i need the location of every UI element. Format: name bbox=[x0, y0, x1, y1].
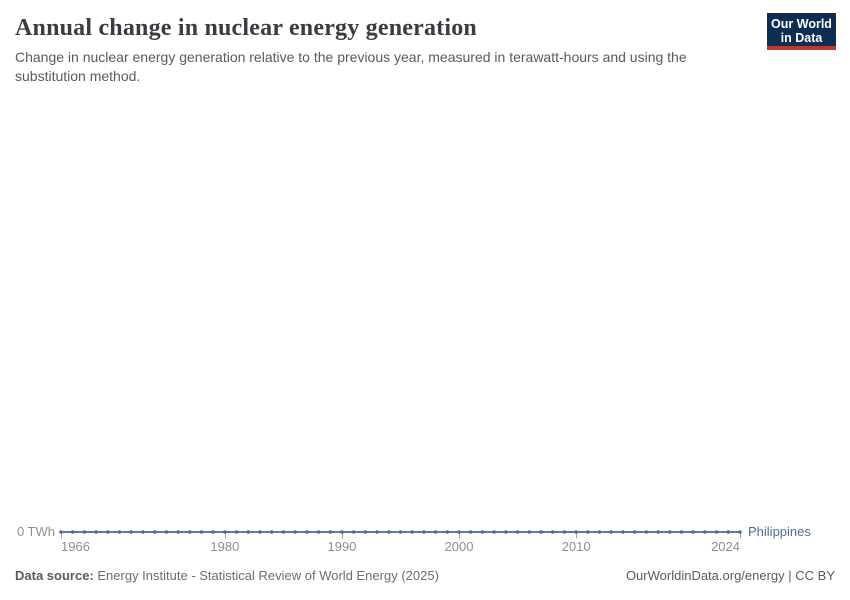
data-point-marker[interactable] bbox=[375, 530, 379, 534]
data-point-marker[interactable] bbox=[597, 530, 602, 534]
data-point-marker[interactable] bbox=[340, 530, 344, 534]
data-point-marker[interactable] bbox=[644, 530, 648, 534]
data-point-marker[interactable] bbox=[270, 530, 274, 534]
chart-header: Annual change in nuclear energy generati… bbox=[15, 14, 750, 86]
data-point-marker[interactable] bbox=[527, 530, 531, 534]
data-point-marker[interactable] bbox=[117, 530, 122, 534]
data-point-marker[interactable] bbox=[703, 530, 707, 534]
x-axis-tick-label-1966: 1966 bbox=[61, 539, 90, 554]
data-source-label: Data source: bbox=[15, 568, 94, 583]
data-point-marker[interactable] bbox=[586, 530, 590, 534]
data-point-marker[interactable] bbox=[609, 530, 613, 534]
x-axis-tick-label-2000: 2000 bbox=[444, 539, 474, 554]
x-axis-tick-label-1990: 1990 bbox=[327, 539, 357, 554]
x-axis-tick-label-1980: 1980 bbox=[210, 539, 240, 554]
data-point-marker[interactable] bbox=[211, 530, 215, 534]
data-point-marker[interactable] bbox=[480, 530, 485, 534]
data-point-marker[interactable] bbox=[153, 530, 157, 534]
x-axis-tick-label-2024: 2024 bbox=[711, 539, 740, 554]
series-label-philippines[interactable]: Philippines bbox=[748, 524, 811, 539]
data-point-marker[interactable] bbox=[433, 530, 438, 534]
data-point-marker[interactable] bbox=[199, 530, 204, 534]
data-point-marker[interactable] bbox=[469, 530, 473, 534]
chart-footer: Data source: Energy Institute - Statisti… bbox=[15, 568, 835, 584]
x-axis-tick-label-2010: 2010 bbox=[561, 539, 591, 554]
data-point-marker[interactable] bbox=[387, 530, 391, 534]
data-point-marker[interactable] bbox=[246, 530, 250, 534]
y-axis-zero-label: 0 TWh bbox=[16, 524, 55, 539]
data-point-marker[interactable] bbox=[574, 530, 578, 534]
data-point-marker[interactable] bbox=[82, 530, 87, 534]
data-point-marker[interactable] bbox=[504, 530, 508, 534]
data-point-marker[interactable] bbox=[691, 530, 695, 534]
data-point-marker[interactable] bbox=[679, 530, 684, 534]
data-point-marker[interactable] bbox=[293, 530, 297, 534]
data-point-marker[interactable] bbox=[94, 530, 98, 534]
data-point-marker[interactable] bbox=[141, 530, 145, 534]
data-point-marker[interactable] bbox=[632, 530, 637, 534]
data-point-marker[interactable] bbox=[164, 530, 169, 534]
data-point-marker[interactable] bbox=[515, 530, 520, 534]
data-point-marker[interactable] bbox=[492, 530, 496, 534]
data-point-marker[interactable] bbox=[71, 530, 75, 534]
data-point-marker[interactable] bbox=[363, 530, 368, 534]
data-point-marker[interactable] bbox=[726, 530, 730, 534]
data-point-marker[interactable] bbox=[305, 530, 309, 534]
data-point-marker[interactable] bbox=[551, 530, 555, 534]
data-point-marker[interactable] bbox=[234, 530, 239, 534]
data-point-marker[interactable] bbox=[316, 530, 321, 534]
data-point-marker[interactable] bbox=[621, 530, 625, 534]
data-point-marker[interactable] bbox=[457, 530, 461, 534]
data-source-line: Data source: Energy Institute - Statisti… bbox=[15, 568, 439, 584]
data-point-marker[interactable] bbox=[539, 530, 543, 534]
data-point-marker[interactable] bbox=[398, 530, 403, 534]
data-point-marker[interactable] bbox=[328, 530, 332, 534]
data-point-marker[interactable] bbox=[188, 530, 192, 534]
data-point-marker[interactable] bbox=[562, 530, 567, 534]
data-point-marker[interactable] bbox=[668, 530, 672, 534]
data-source-text: Energy Institute - Statistical Review of… bbox=[97, 568, 439, 583]
data-point-marker[interactable] bbox=[106, 530, 110, 534]
data-point-marker[interactable] bbox=[258, 530, 262, 534]
owid-logo[interactable]: Our World in Data bbox=[767, 13, 836, 50]
data-point-marker[interactable] bbox=[129, 530, 133, 534]
data-point-marker[interactable] bbox=[656, 530, 660, 534]
credit-link[interactable]: OurWorldinData.org/energy | CC BY bbox=[625, 568, 835, 583]
data-point-marker[interactable] bbox=[738, 530, 742, 534]
data-point-marker[interactable] bbox=[714, 530, 719, 534]
data-point-marker[interactable] bbox=[410, 530, 414, 534]
chart-title: Annual change in nuclear energy generati… bbox=[15, 15, 477, 41]
data-point-marker[interactable] bbox=[445, 530, 449, 534]
chart-subtitle: Change in nuclear energy generation rela… bbox=[15, 49, 687, 84]
data-point-marker[interactable] bbox=[352, 530, 356, 534]
data-point-marker[interactable] bbox=[223, 530, 227, 534]
owid-logo-line1: Our World bbox=[771, 17, 832, 31]
data-point-marker[interactable] bbox=[59, 530, 63, 534]
data-point-marker[interactable] bbox=[281, 530, 286, 534]
owid-logo-line2: in Data bbox=[780, 31, 823, 45]
data-point-marker[interactable] bbox=[422, 530, 426, 534]
data-point-marker[interactable] bbox=[176, 530, 180, 534]
